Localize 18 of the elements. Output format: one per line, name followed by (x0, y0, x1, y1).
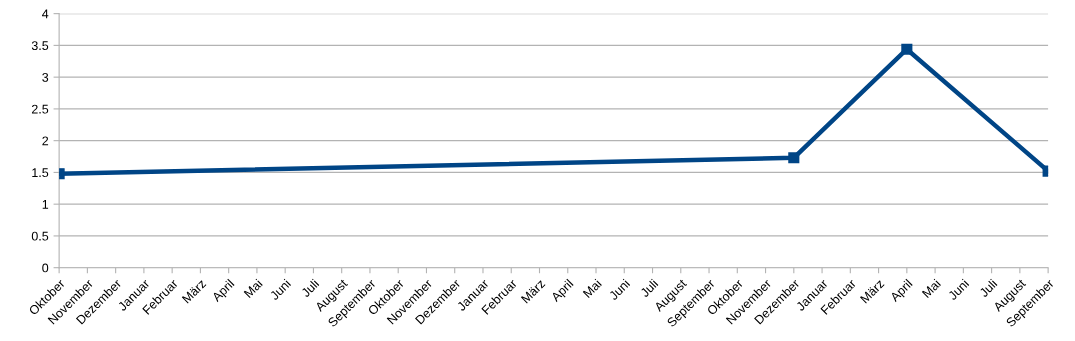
x-tick-label: Juli (978, 278, 998, 298)
y-tick-label: 1 (42, 200, 49, 209)
y-tick-label: 3.5 (31, 41, 49, 51)
y-tick-label: 1.5 (32, 168, 49, 178)
y-tick-label: 2 (42, 136, 49, 146)
x-tick-label: Mai (243, 278, 263, 299)
x-tick-label: Mai (582, 278, 602, 299)
x-tick-label: Juni (947, 278, 970, 301)
x-tick-label: Juli (300, 278, 320, 298)
x-tick-label: Juni (608, 278, 631, 301)
y-tick-label: 0 (42, 263, 49, 273)
y-tick-label: 2.5 (31, 104, 49, 114)
x-tick-label: Juli (639, 278, 659, 298)
x-tick-label: Mai (921, 278, 941, 299)
y-tick-label: 3 (42, 72, 49, 82)
y-tick-label: 4 (42, 9, 49, 19)
x-tick-label: Juni (269, 278, 292, 301)
y-tick-label: 0.5 (31, 231, 49, 241)
